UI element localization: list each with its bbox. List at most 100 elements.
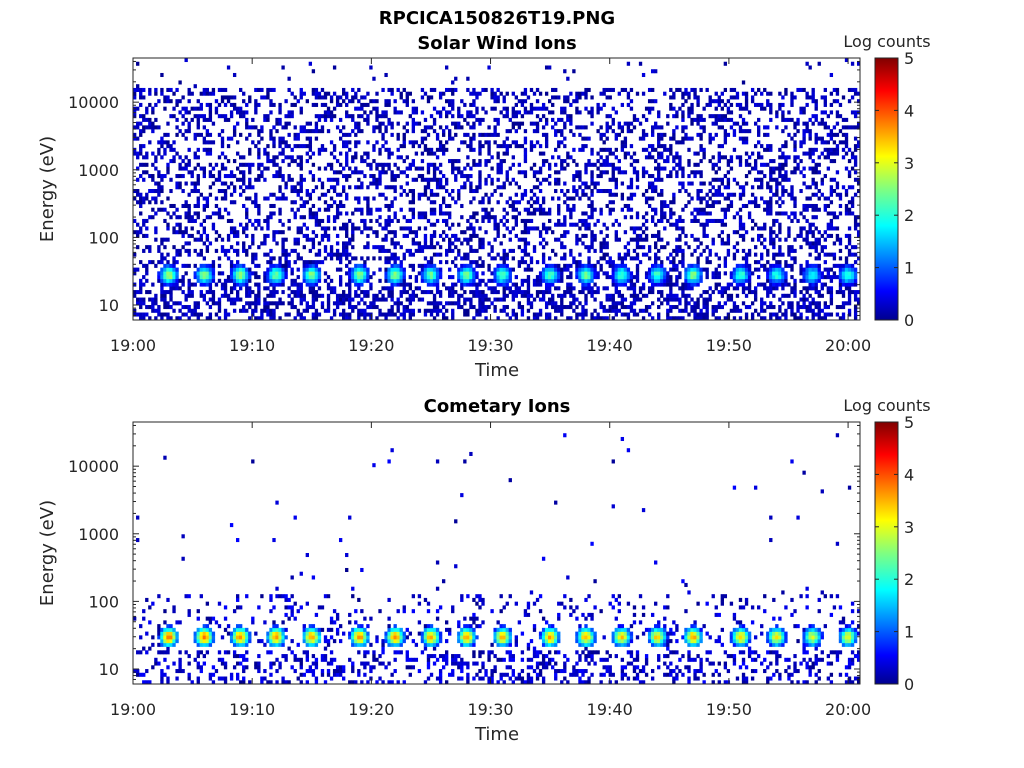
heatmap-cell — [417, 297, 422, 302]
heatmap-cell — [744, 99, 749, 104]
heatmap-cell — [387, 87, 391, 92]
heatmap-cell — [572, 222, 576, 227]
heatmap-cell — [611, 267, 615, 272]
heatmap-cell — [620, 293, 625, 298]
heatmap-cell — [493, 290, 497, 295]
heatmap-cell — [675, 248, 679, 253]
heatmap-cell — [323, 256, 328, 261]
heatmap-cell — [387, 290, 391, 295]
heatmap-cell — [596, 166, 600, 171]
heatmap-cell — [172, 301, 176, 306]
heatmap-cell — [644, 275, 649, 280]
heatmap-cell — [242, 114, 246, 119]
heatmap-cell — [342, 189, 346, 194]
heatmap-cell — [160, 316, 164, 320]
heatmap-cell — [614, 290, 618, 295]
heatmap-cell — [493, 305, 497, 310]
heatmap-cell — [375, 233, 379, 238]
heatmap-cell — [687, 271, 691, 276]
heatmap-cell — [154, 117, 158, 122]
heatmap-cell — [242, 241, 246, 246]
heatmap-cell — [369, 211, 373, 216]
heatmap-cell — [563, 125, 567, 130]
heatmap-cell — [208, 271, 213, 276]
heatmap-cell — [763, 174, 767, 179]
heatmap-cell — [629, 275, 634, 280]
heatmap-cell — [681, 230, 685, 235]
heatmap-cell — [220, 114, 225, 119]
heatmap-cell — [451, 260, 455, 265]
heatmap-cell — [720, 114, 724, 119]
heatmap-cell — [747, 215, 752, 220]
heatmap-cell — [184, 155, 188, 160]
heatmap-cell — [199, 222, 203, 227]
heatmap-cell — [723, 263, 728, 268]
heatmap-cell — [305, 129, 309, 134]
heatmap-cell — [175, 87, 179, 92]
heatmap-cell — [420, 267, 425, 272]
heatmap-cell — [487, 65, 491, 70]
heatmap-cell — [235, 241, 240, 246]
heatmap-cell — [596, 189, 600, 194]
heatmap-cell — [366, 293, 370, 298]
heatmap-cell — [278, 282, 282, 287]
heatmap-cell — [650, 267, 655, 272]
heatmap-cell — [720, 144, 724, 149]
heatmap-cell — [390, 87, 394, 92]
heatmap-cell — [220, 189, 225, 194]
heatmap-cell — [566, 286, 570, 291]
heatmap-cell — [699, 196, 703, 201]
heatmap-cell — [248, 125, 252, 130]
heatmap-cell — [372, 99, 376, 104]
heatmap-cell — [629, 129, 634, 134]
heatmap-cell — [405, 91, 409, 96]
heatmap-cell — [454, 132, 458, 137]
heatmap-cell — [281, 196, 285, 201]
heatmap-cell — [575, 271, 579, 276]
heatmap-cell — [278, 189, 282, 194]
heatmap-cell — [342, 248, 346, 253]
heatmap-cell — [635, 252, 640, 257]
heatmap-cell — [460, 114, 464, 119]
heatmap-cell — [708, 286, 712, 291]
heatmap-cell — [145, 110, 149, 115]
heatmap-cell — [311, 275, 316, 280]
heatmap-cell — [378, 278, 382, 283]
heatmap-cell — [202, 218, 206, 223]
heatmap-cell — [490, 245, 494, 250]
heatmap-cell — [629, 305, 634, 310]
heatmap-cell — [608, 189, 612, 194]
heatmap-cell — [523, 252, 528, 257]
heatmap-cell — [729, 110, 734, 115]
heatmap-cell — [202, 136, 206, 141]
heatmap-cell — [217, 87, 222, 92]
heatmap-cell — [705, 271, 709, 276]
heatmap-cell — [272, 136, 276, 141]
heatmap-cell — [348, 275, 352, 280]
heatmap-cell — [554, 129, 558, 134]
heatmap-cell — [278, 117, 282, 122]
heatmap-cell — [272, 301, 276, 306]
heatmap-cell — [708, 189, 712, 194]
heatmap-cell — [254, 308, 258, 313]
heatmap-cell — [184, 58, 188, 63]
heatmap-cell — [387, 308, 391, 313]
heatmap-cell — [481, 144, 485, 149]
heatmap-cell — [557, 267, 561, 272]
heatmap-cell — [296, 189, 300, 194]
heatmap-cell — [696, 316, 700, 320]
heatmap-cell — [226, 278, 231, 283]
heatmap-cell — [399, 260, 403, 265]
heatmap-cell — [554, 278, 558, 283]
heatmap-cell — [235, 275, 240, 280]
heatmap-cell — [575, 297, 579, 302]
heatmap-cell — [357, 121, 361, 126]
heatmap-cell — [438, 110, 443, 115]
heatmap-cell — [281, 174, 285, 179]
heatmap-cell — [696, 170, 700, 175]
heatmap-cell — [723, 136, 728, 141]
heatmap-cell — [329, 162, 334, 167]
heatmap-cell — [223, 192, 228, 197]
heatmap-cell — [723, 114, 728, 119]
heatmap-cell — [314, 233, 319, 238]
